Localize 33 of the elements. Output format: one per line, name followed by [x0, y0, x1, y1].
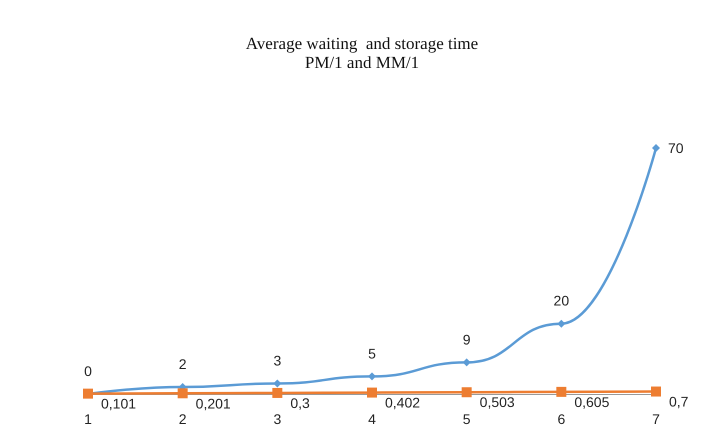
chart-subtitle: PM/1 and MM/1	[304, 53, 420, 72]
data-label: 70	[668, 140, 684, 156]
x-tick-label: 6	[557, 411, 566, 427]
data-label: 3	[273, 352, 282, 368]
x-tick-label: 5	[462, 411, 471, 427]
point	[651, 386, 661, 397]
point	[367, 388, 377, 398]
point	[273, 379, 282, 388]
x-tick-label: 7	[652, 411, 660, 427]
point	[368, 372, 376, 380]
point	[462, 387, 472, 398]
data-label: 5	[368, 345, 376, 362]
point	[557, 320, 566, 328]
chart-title: Average waiting and storage time	[246, 34, 478, 53]
data-label: 0,503	[480, 394, 515, 410]
data-label: 0	[84, 363, 92, 379]
data-label: 0,101	[101, 396, 136, 412]
data-label: 0,605	[574, 394, 610, 410]
point	[178, 388, 188, 398]
x-tick-label: 3	[273, 411, 282, 427]
data-label: 0,7	[669, 394, 689, 410]
data-label: 0,3	[290, 394, 310, 411]
point	[272, 388, 282, 398]
x-tick-label: 1	[84, 411, 92, 427]
point	[652, 144, 660, 152]
data-label: 9	[462, 331, 471, 348]
data-label: 20	[554, 292, 570, 309]
x-tick-label: 4	[368, 411, 376, 427]
data-label: 0,402	[385, 394, 420, 411]
point	[556, 386, 566, 397]
data-label: 0,201	[196, 395, 231, 412]
data-label: 2	[178, 356, 187, 372]
x-tick-label: 2	[178, 411, 187, 427]
